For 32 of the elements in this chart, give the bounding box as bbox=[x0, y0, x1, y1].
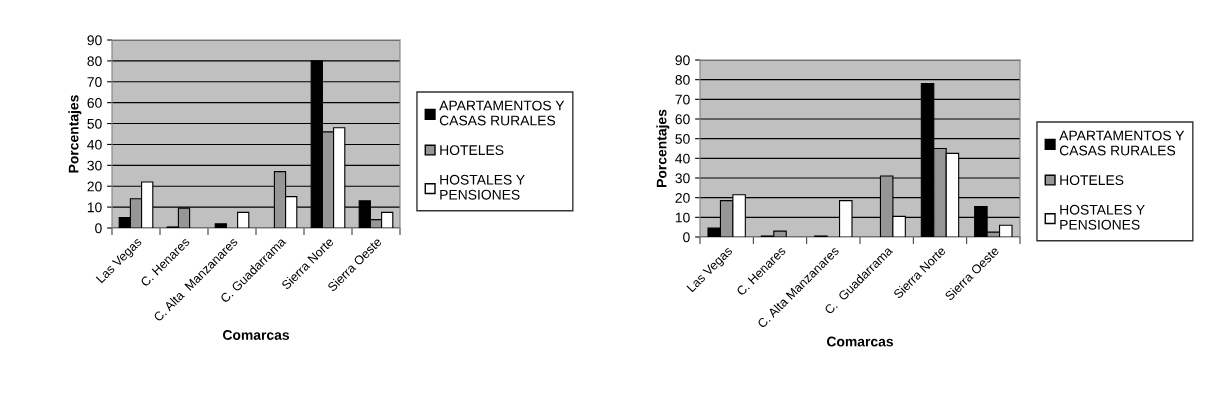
y-tick-label: 60 bbox=[87, 98, 102, 108]
y-tick-label: 90 bbox=[675, 55, 690, 66]
y-tick-label: 90 bbox=[87, 35, 102, 46]
x-axis-title: Comarcas bbox=[826, 336, 894, 347]
y-tick-label: 30 bbox=[87, 160, 102, 171]
y-tick-label: 20 bbox=[87, 181, 102, 192]
y-tick-label: 40 bbox=[87, 139, 102, 150]
y-tick-label: 70 bbox=[675, 94, 690, 105]
y-axis-title: Porcentajes bbox=[656, 109, 670, 187]
legend-label: APARTAMENTOS Y CASAS RURALES bbox=[1059, 130, 1185, 156]
y-tick-label: 10 bbox=[675, 212, 690, 223]
legend-label: APARTAMENTOS Y CASAS RURALES bbox=[439, 100, 565, 126]
legend-label: HOSTALES Y PENSIONES bbox=[440, 174, 525, 200]
y-tick-label: 0 bbox=[95, 223, 102, 234]
y-tick-label: 10 bbox=[87, 202, 102, 213]
y-tick-label: 30 bbox=[675, 173, 690, 184]
bar bbox=[214, 223, 227, 228]
legend-label: HOTELES bbox=[440, 145, 504, 156]
legend-label: HOTELES bbox=[1060, 175, 1124, 186]
legend-label: HOSTALES Y PENSIONES bbox=[1060, 204, 1145, 230]
y-tick-label: 80 bbox=[87, 56, 102, 67]
bar bbox=[237, 211, 250, 228]
y-tick-label: 60 bbox=[675, 114, 690, 125]
y-tick-label: 50 bbox=[87, 118, 102, 129]
y-tick-label: 70 bbox=[87, 77, 102, 87]
y-tick-label: 0 bbox=[683, 232, 690, 243]
x-axis-title: Comarcas bbox=[222, 330, 290, 340]
y-axis-title: Porcentajes bbox=[68, 95, 82, 173]
y-tick-label: 20 bbox=[675, 193, 690, 203]
y-tick-label: 80 bbox=[675, 75, 690, 85]
y-tick-label: 50 bbox=[675, 134, 690, 144]
y-tick-label: 40 bbox=[675, 153, 690, 164]
